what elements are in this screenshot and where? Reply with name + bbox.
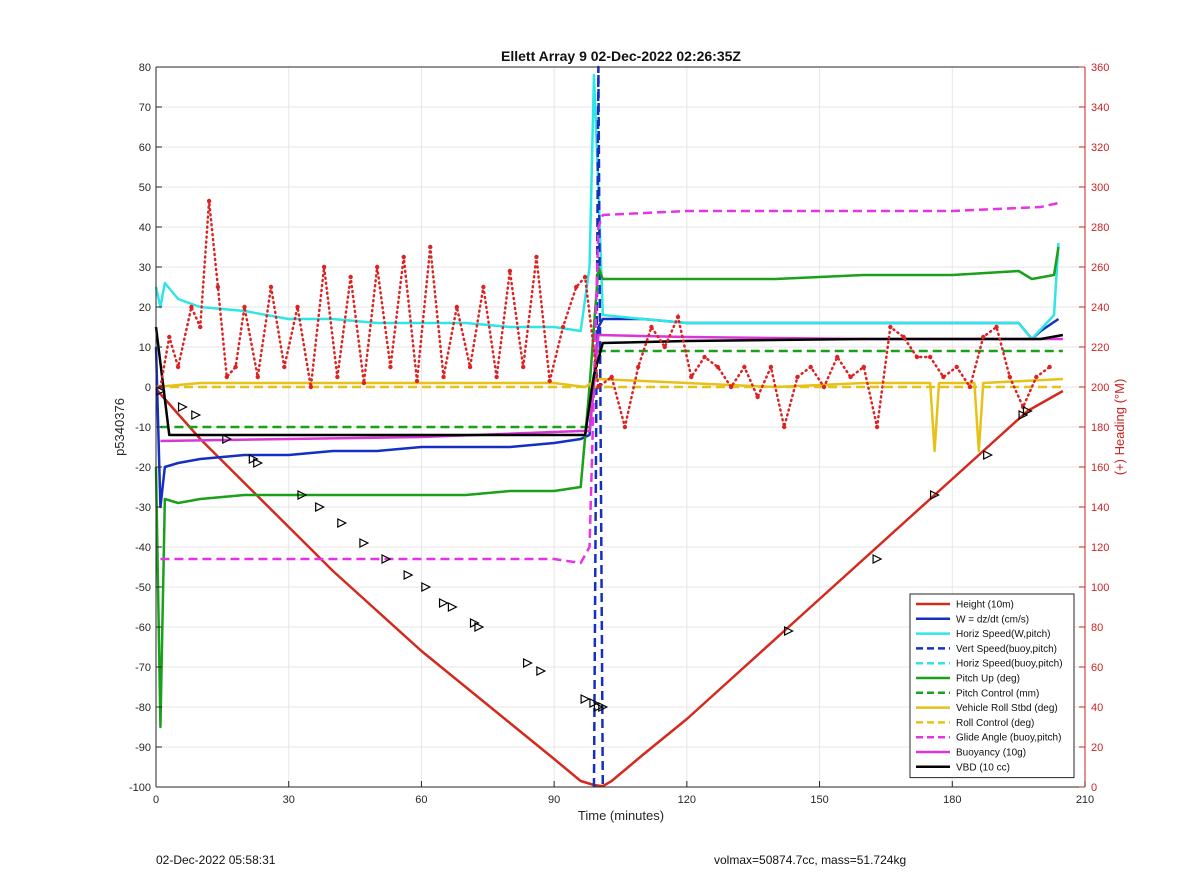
- y2-tick-label: 240: [1091, 302, 1109, 314]
- legend-box: [909, 593, 1075, 779]
- y-tick-label: 20: [139, 302, 151, 314]
- marker-triangle: [598, 702, 609, 712]
- legend-label-7: Vehicle Roll Stbd (deg): [956, 703, 1058, 714]
- x-tick-label: 30: [283, 794, 295, 806]
- y-tick-label: 80: [139, 62, 151, 74]
- y-tick-label: -50: [135, 582, 151, 594]
- y2-tick-label: 220: [1091, 342, 1109, 354]
- y2-tick-label: 120: [1091, 542, 1109, 554]
- marker-triangle: [872, 554, 883, 564]
- x-tick-label: 90: [548, 794, 560, 806]
- y-tick-label: -90: [135, 742, 151, 754]
- y-tick-label: 0: [145, 382, 151, 394]
- legend-label-6: Pitch Control (mm): [956, 688, 1039, 699]
- marker-triangle: [297, 490, 308, 500]
- y2-tick-label: 320: [1091, 142, 1109, 154]
- legend: Height (10m) W = dz/dt (cm/s) Horiz Speed(…: [909, 593, 1075, 779]
- footer-timestamp: 02-Dec-2022 05:58:31: [156, 853, 276, 867]
- y2-tick-label: 20: [1091, 742, 1103, 754]
- y-tick-label: 50: [139, 182, 151, 194]
- series-line-0: [155, 388, 1064, 788]
- y2-tick-label: 0: [1091, 782, 1097, 794]
- legend-label-4: Horiz Speed(buoy,pitch): [956, 659, 1063, 670]
- marker-triangle: [403, 570, 414, 580]
- y2-tick-label: 300: [1091, 182, 1109, 194]
- marker-triangle: [359, 538, 370, 548]
- y2-axis-label: (+) Heading (°M): [1112, 379, 1127, 476]
- marker-triangle: [315, 502, 326, 512]
- series-line-11: [154, 326, 1064, 437]
- marker-triangle: [222, 434, 233, 444]
- y-tick-label: -70: [135, 662, 151, 674]
- y2-tick-label: 360: [1091, 62, 1109, 74]
- marker-triangle: [580, 694, 591, 704]
- legend-label-0: Height (10m): [956, 600, 1014, 611]
- y-tick-label: -100: [129, 782, 151, 794]
- series-line-2: [154, 73, 1060, 341]
- series-line-6: [160, 349, 1063, 429]
- footer-vehicle-info: volmax=50874.7cc, mass=51.724kg: [714, 853, 907, 867]
- y-tick-label: 10: [139, 342, 151, 354]
- marker-triangle: [177, 402, 188, 412]
- marker-triangle: [421, 582, 432, 592]
- legend-label-11: VBD (10 cc): [956, 762, 1010, 773]
- axes-layer: 0 30 60 90 120 150 180 210-100-90-80-70-60-50-4…: [129, 62, 1109, 806]
- legend-label-10: Buoyancy (10g): [956, 748, 1026, 759]
- x-tick-label: 150: [810, 794, 828, 806]
- y2-tick-label: 80: [1091, 622, 1103, 634]
- y-tick-label: 70: [139, 102, 151, 114]
- y-tick-label: -40: [135, 542, 151, 554]
- marker-triangle: [983, 450, 994, 460]
- marker-triangle: [929, 490, 940, 500]
- x-tick-label: 60: [415, 794, 427, 806]
- marker-triangle: [474, 622, 485, 632]
- marker-triangle: [1022, 406, 1033, 416]
- y-tick-label: -30: [135, 502, 151, 514]
- legend-label-2: Horiz Speed(W,pitch): [956, 629, 1050, 640]
- marker-triangle: [784, 626, 794, 636]
- y-tick-label: 30: [139, 262, 151, 274]
- marker-triangle: [447, 602, 458, 612]
- y2-tick-label: 140: [1091, 502, 1109, 514]
- y2-tick-label: 340: [1091, 102, 1109, 114]
- y-tick-label: -60: [135, 622, 151, 634]
- chart-title: Ellett Array 9 02-Dec-2022 02:26:35Z: [501, 48, 741, 64]
- series-line-9: [160, 201, 1059, 565]
- y-axis-label: p5340376: [112, 398, 127, 456]
- legend-label-9: Glide Angle (buoy,pitch): [956, 733, 1061, 744]
- y2-tick-label: 180: [1091, 422, 1109, 434]
- y2-tick-label: 100: [1091, 582, 1109, 594]
- y-tick-label: -80: [135, 702, 151, 714]
- x-tick-label: 210: [1076, 794, 1094, 806]
- series-line-5: [154, 246, 1060, 729]
- y-tick-label: 60: [139, 142, 151, 154]
- grid-lines: [155, 66, 1086, 788]
- y2-tick-label: 200: [1091, 382, 1109, 394]
- legend-label-1: W = dz/dt (cm/s): [956, 614, 1029, 625]
- marker-triangle: [536, 666, 547, 676]
- x-tick-label: 120: [678, 794, 696, 806]
- marker-triangle: [253, 458, 264, 468]
- y2-tick-label: 60: [1091, 662, 1103, 674]
- y2-tick-label: 260: [1091, 262, 1109, 274]
- marker-triangle: [191, 410, 202, 420]
- marker-triangle: [438, 598, 449, 608]
- x-axis-label: Time (minutes): [578, 808, 664, 823]
- x-tick-label: 180: [943, 794, 961, 806]
- y-tick-label: 40: [139, 222, 151, 234]
- marker-triangle: [337, 518, 348, 528]
- y2-tick-label: 40: [1091, 702, 1103, 714]
- legend-label-8: Roll Control (deg): [956, 718, 1034, 729]
- marker-triangle: [381, 554, 392, 564]
- x-tick-label: 0: [153, 794, 159, 806]
- heading-line: [159, 200, 1051, 428]
- y2-tick-label: 160: [1091, 462, 1109, 474]
- legend-label-5: Pitch Up (deg): [956, 674, 1020, 685]
- y2-tick-label: 280: [1091, 222, 1109, 234]
- y-tick-label: -20: [135, 462, 151, 474]
- legend-label-3: Vert Speed(buoy,pitch): [956, 644, 1057, 655]
- y-tick-label: -10: [135, 422, 151, 434]
- marker-triangle: [522, 658, 533, 668]
